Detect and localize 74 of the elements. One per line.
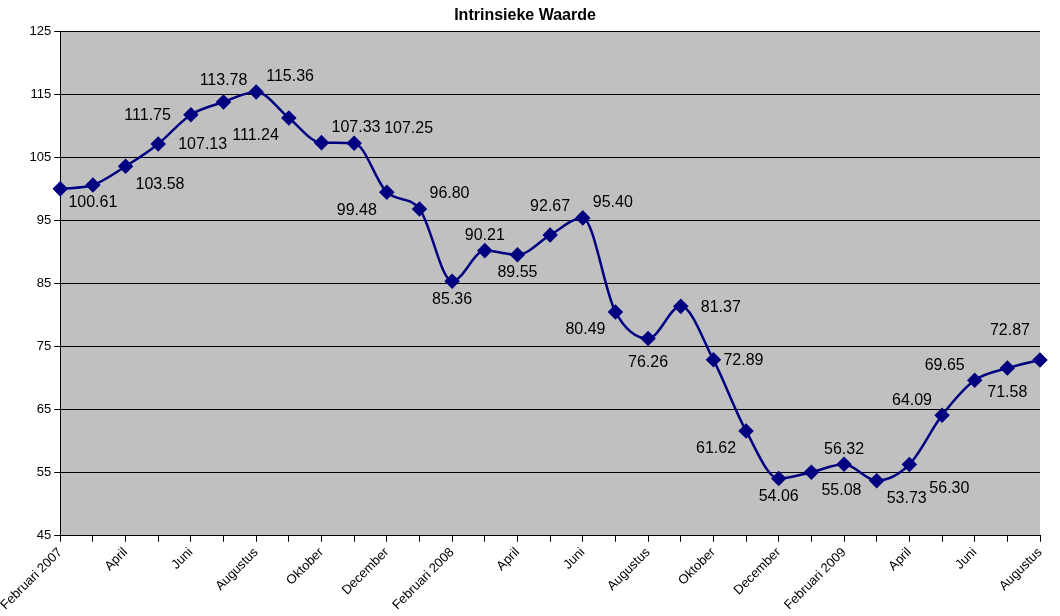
data-label: 99.48: [336, 200, 377, 218]
data-label: 56.30: [929, 478, 970, 496]
data-label: 53.73: [886, 489, 927, 507]
y-tick-label: 75: [36, 338, 52, 354]
data-label: 90.21: [464, 226, 505, 244]
point: [575, 210, 591, 226]
point: [836, 457, 852, 472]
point: [608, 304, 623, 320]
point: [706, 352, 721, 368]
data-label: 113.78: [199, 71, 248, 89]
point: [444, 273, 460, 289]
y-tick-label: 105: [29, 148, 52, 164]
data-label: 111.24: [232, 126, 279, 144]
data-label: 72.87: [989, 321, 1031, 339]
data-label: 76.26: [628, 353, 669, 370]
data-label: 111.75: [124, 106, 171, 124]
data-label: 72.89: [723, 351, 764, 369]
point: [52, 181, 68, 197]
data-label: 69.65: [924, 355, 965, 373]
data-label: 107.13: [178, 135, 228, 153]
point: [673, 299, 688, 314]
y-tick-label: 55: [36, 464, 52, 480]
point: [771, 471, 786, 486]
data-label: 89.55: [497, 263, 538, 281]
x-tick-label: Juni: [951, 544, 980, 572]
point: [85, 177, 101, 193]
data-label: 80.49: [565, 320, 606, 338]
point: [183, 107, 199, 123]
point: [346, 135, 362, 151]
data-label: 56.32: [824, 439, 865, 457]
point: [118, 159, 133, 174]
data-label: 115.36: [266, 67, 315, 85]
data-label: 71.58: [987, 382, 1028, 400]
point: [804, 464, 819, 480]
point: [379, 184, 395, 200]
data-label: 61.62: [696, 439, 737, 457]
x-tick-label: Juni: [168, 544, 196, 572]
point: [150, 136, 166, 152]
point: [869, 473, 884, 488]
chart-title: Intrinsieke Waarde: [454, 6, 596, 24]
data-label: 54.06: [758, 487, 799, 504]
data-label: 103.58: [135, 174, 185, 192]
x-tick-label: Juni: [559, 544, 588, 572]
point: [314, 135, 329, 150]
point: [967, 373, 982, 388]
y-tick-label: 65: [36, 401, 52, 417]
point: [542, 227, 558, 243]
point: [1000, 360, 1015, 376]
point: [510, 247, 525, 263]
data-label: 96.80: [429, 184, 470, 202]
point: [248, 84, 264, 100]
point: [738, 423, 754, 439]
point: [281, 110, 297, 126]
point: [934, 408, 950, 423]
y-tick-label: 125: [29, 22, 52, 38]
data-label: 95.40: [592, 193, 633, 211]
point: [640, 331, 656, 346]
y-tick-label: 95: [36, 211, 52, 227]
point: [216, 94, 231, 110]
y-tick-label: 45: [36, 527, 52, 543]
y-tick-label: 85: [36, 275, 52, 291]
data-label: 81.37: [700, 297, 741, 315]
point: [1032, 352, 1048, 368]
point: [412, 201, 427, 217]
data-label: 107.25: [384, 118, 434, 136]
data-label: 92.67: [530, 196, 571, 214]
y-tick-label: 115: [30, 85, 52, 101]
data-label: 55.08: [821, 480, 862, 498]
point: [902, 457, 917, 472]
data-label: 64.09: [891, 390, 933, 408]
data-label: 100.61: [68, 193, 118, 211]
point: [477, 243, 493, 258]
data-label: 85.36: [432, 289, 473, 307]
data-label: 107.33: [331, 118, 381, 136]
